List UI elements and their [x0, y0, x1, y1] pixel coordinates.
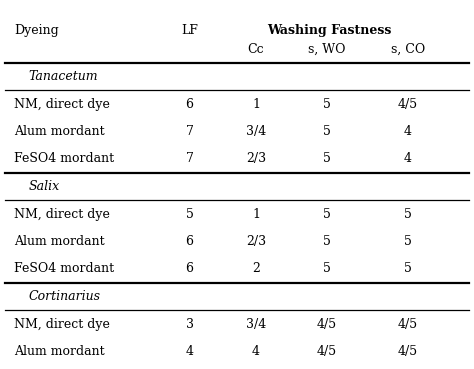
Text: 5: 5: [404, 262, 411, 275]
Text: 1: 1: [252, 208, 260, 221]
Text: Washing Fastness: Washing Fastness: [267, 24, 392, 37]
Text: Cortinarius: Cortinarius: [28, 290, 100, 303]
Text: 6: 6: [186, 262, 193, 275]
Text: 5: 5: [323, 262, 331, 275]
Text: 5: 5: [323, 125, 331, 138]
Text: 7: 7: [186, 125, 193, 138]
Text: 5: 5: [186, 208, 193, 221]
Text: 5: 5: [404, 235, 411, 248]
Text: 5: 5: [323, 208, 331, 221]
Text: NM, direct dye: NM, direct dye: [14, 318, 110, 331]
Text: 3/4: 3/4: [246, 318, 266, 331]
Text: 6: 6: [186, 235, 193, 248]
Text: 2: 2: [252, 262, 260, 275]
Text: 5: 5: [323, 235, 331, 248]
Text: 3: 3: [186, 318, 193, 331]
Text: s, WO: s, WO: [308, 43, 346, 56]
Text: NM, direct dye: NM, direct dye: [14, 208, 110, 221]
Text: 4/5: 4/5: [398, 98, 418, 111]
Text: Tanacetum: Tanacetum: [28, 70, 98, 83]
Text: s, CO: s, CO: [391, 43, 425, 56]
Text: FeSO4 mordant: FeSO4 mordant: [14, 262, 114, 275]
Text: Alum mordant: Alum mordant: [14, 345, 105, 358]
Text: 1: 1: [252, 98, 260, 111]
Text: Alum mordant: Alum mordant: [14, 125, 105, 138]
Text: 7: 7: [186, 152, 193, 165]
Text: 5: 5: [323, 98, 331, 111]
Text: FeSO4 mordant: FeSO4 mordant: [14, 152, 114, 165]
Text: 4: 4: [186, 345, 193, 358]
Text: 4: 4: [252, 345, 260, 358]
Text: Alum mordant: Alum mordant: [14, 235, 105, 248]
Text: 6: 6: [186, 98, 193, 111]
Text: 2/3: 2/3: [246, 235, 266, 248]
Text: 5: 5: [323, 152, 331, 165]
Text: 4/5: 4/5: [398, 318, 418, 331]
Text: 2/3: 2/3: [246, 152, 266, 165]
Text: Cc: Cc: [247, 43, 264, 56]
Text: Dyeing: Dyeing: [14, 24, 59, 37]
Text: 5: 5: [404, 208, 411, 221]
Text: 4: 4: [404, 125, 411, 138]
Text: NM, direct dye: NM, direct dye: [14, 98, 110, 111]
Text: 4/5: 4/5: [317, 345, 337, 358]
Text: 4/5: 4/5: [317, 318, 337, 331]
Text: 4: 4: [404, 152, 411, 165]
Text: Salix: Salix: [28, 180, 60, 193]
Text: LF: LF: [181, 24, 198, 37]
Text: 3/4: 3/4: [246, 125, 266, 138]
Text: 4/5: 4/5: [398, 345, 418, 358]
